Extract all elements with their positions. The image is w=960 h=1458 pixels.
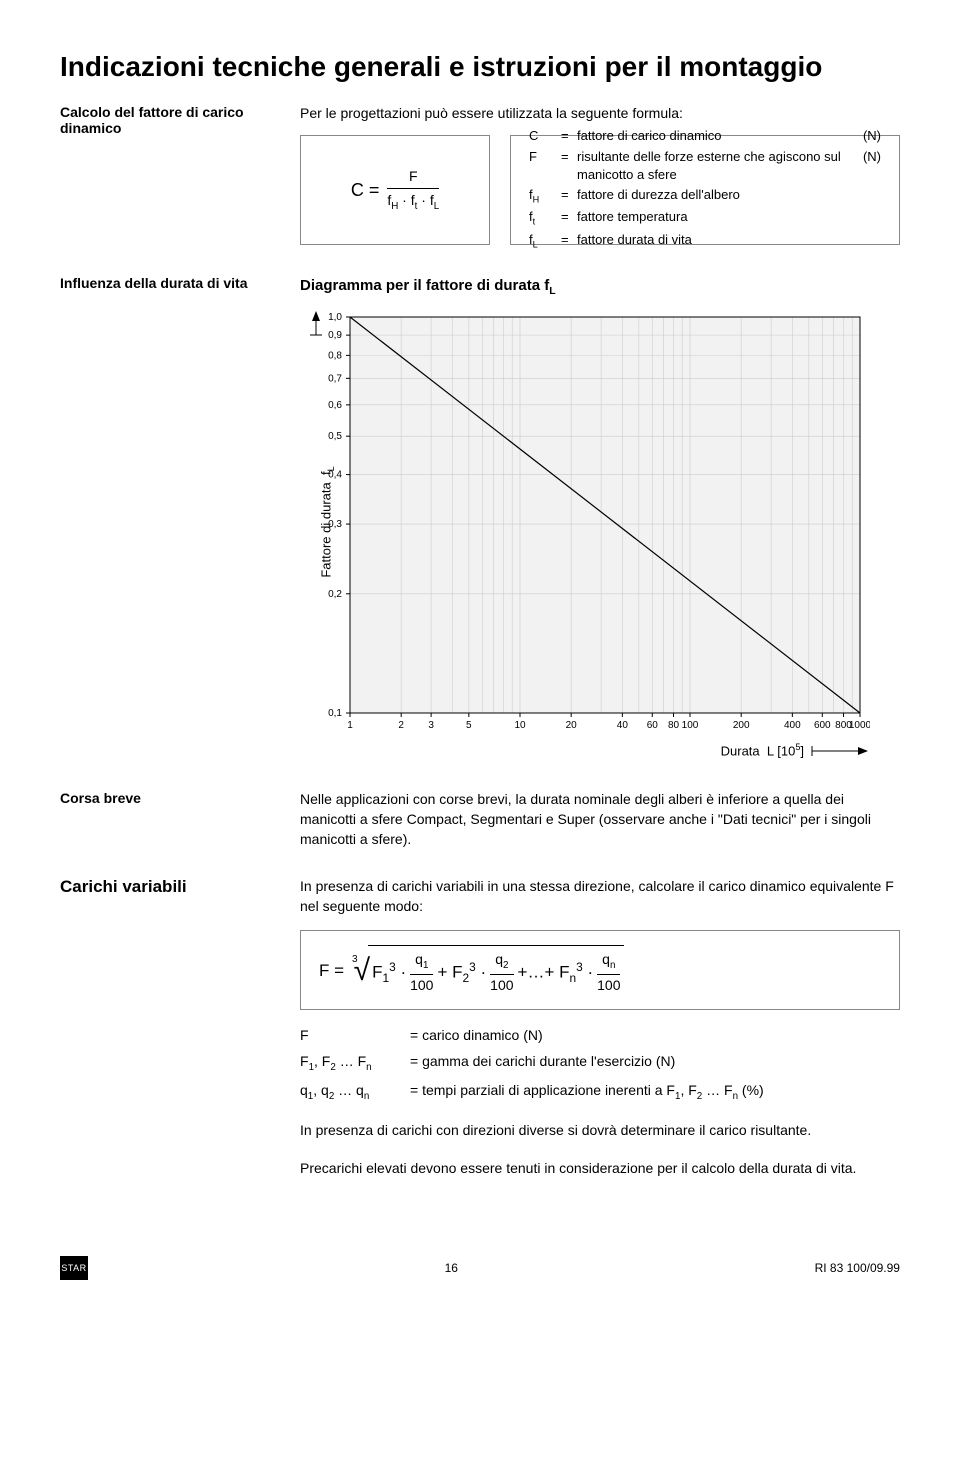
section4-para2: Precarichi elevati devono essere tenuti …	[300, 1159, 900, 1179]
chart-xlabel: Durata L [105]	[721, 741, 804, 761]
def-row: F1, F2 … Fn= gamma dei carichi durante l…	[300, 1052, 900, 1075]
def-row: ft=fattore temperatura	[529, 208, 881, 228]
svg-text:0,8: 0,8	[328, 350, 342, 361]
doc-id: RI 83 100/09.99	[815, 1261, 900, 1275]
formula-numerator: F	[387, 167, 439, 190]
svg-text:0,2: 0,2	[328, 589, 342, 600]
formula-lhs: C =	[351, 178, 380, 203]
section4-intro: In presenza di carichi variabili in una …	[300, 877, 900, 916]
section4-para1: In presenza di carichi con direzioni div…	[300, 1121, 900, 1141]
section-influenza: Influenza della durata di vita Diagramma…	[60, 275, 900, 760]
svg-text:200: 200	[733, 720, 750, 731]
def-row: fL=fattore durata di vita	[529, 231, 881, 251]
star-logo-icon: STAR	[60, 1256, 88, 1280]
formula-fraction: F fH · ft · fL	[387, 167, 439, 214]
def-row: C=fattore di carico dinamico(N)	[529, 127, 881, 145]
svg-text:1: 1	[347, 720, 353, 731]
page-number: 16	[445, 1261, 458, 1275]
section3-text: Nelle applicazioni con corse brevi, la d…	[300, 790, 900, 849]
svg-text:600: 600	[814, 720, 831, 731]
formula-box-left: C = F fH · ft · fL	[300, 135, 490, 245]
def-row: F=risultante delle forze esterne che agi…	[529, 148, 881, 184]
svg-text:100: 100	[682, 720, 699, 731]
section4-body: In presenza di carichi variabili in una …	[300, 877, 900, 1196]
section-carichi: Carichi variabili In presenza di carichi…	[60, 877, 900, 1196]
chart-ylabel: Fattore di durata fL	[317, 466, 337, 577]
def-row: q1, q2 … qn= tempi parziali di applicazi…	[300, 1081, 900, 1104]
def-row: fH=fattore di durezza dell'albero	[529, 186, 881, 206]
svg-text:0,6: 0,6	[328, 400, 342, 411]
chart-svg: 0,10,20,30,40,50,60,70,80,91,01235102040…	[300, 307, 870, 737]
section-calcolo: Calcolo del fattore di carico dinamico P…	[60, 104, 900, 246]
page-footer: STAR 16 RI 83 100/09.99	[60, 1256, 900, 1280]
x-axis-arrow-icon	[810, 744, 870, 758]
svg-text:3: 3	[428, 720, 434, 731]
svg-text:60: 60	[647, 720, 659, 731]
page-title: Indicazioni tecniche generali e istruzio…	[60, 50, 900, 84]
section-body: Per le progettazioni può essere utilizza…	[300, 104, 900, 246]
chart-title: Diagramma per il fattore di durata fL	[300, 275, 900, 299]
svg-text:20: 20	[566, 720, 578, 731]
svg-text:0,7: 0,7	[328, 373, 342, 384]
svg-text:40: 40	[617, 720, 629, 731]
def-row: F= carico dinamico (N)	[300, 1026, 900, 1046]
svg-text:10: 10	[514, 720, 526, 731]
svg-text:1,0: 1,0	[328, 312, 342, 323]
svg-text:0,5: 0,5	[328, 431, 342, 442]
variable-load-formula: F = 3 √ F13 · q1100 + F23 · q2100 +…+ Fn…	[300, 930, 900, 1010]
svg-text:400: 400	[784, 720, 801, 731]
svg-text:2: 2	[398, 720, 404, 731]
svg-text:0,9: 0,9	[328, 330, 342, 341]
svg-text:80: 80	[668, 720, 680, 731]
section-heading-2: Influenza della durata di vita	[60, 275, 300, 291]
svg-text:1000: 1000	[849, 720, 870, 731]
section-heading-4: Carichi variabili	[60, 877, 300, 897]
y-axis-arrow-icon	[310, 311, 322, 335]
section-corsa-breve: Corsa breve Nelle applicazioni con corse…	[60, 790, 900, 849]
svg-text:5: 5	[466, 720, 472, 731]
section-heading: Calcolo del fattore di carico dinamico	[60, 104, 300, 136]
chart-container: Diagramma per il fattore di durata fL Fa…	[300, 275, 900, 760]
intro-text: Per le progettazioni può essere utilizza…	[300, 104, 900, 124]
svg-text:0,1: 0,1	[328, 708, 342, 719]
section-heading-3: Corsa breve	[60, 790, 300, 806]
formula-box-right: C=fattore di carico dinamico(N)F=risulta…	[510, 135, 900, 245]
